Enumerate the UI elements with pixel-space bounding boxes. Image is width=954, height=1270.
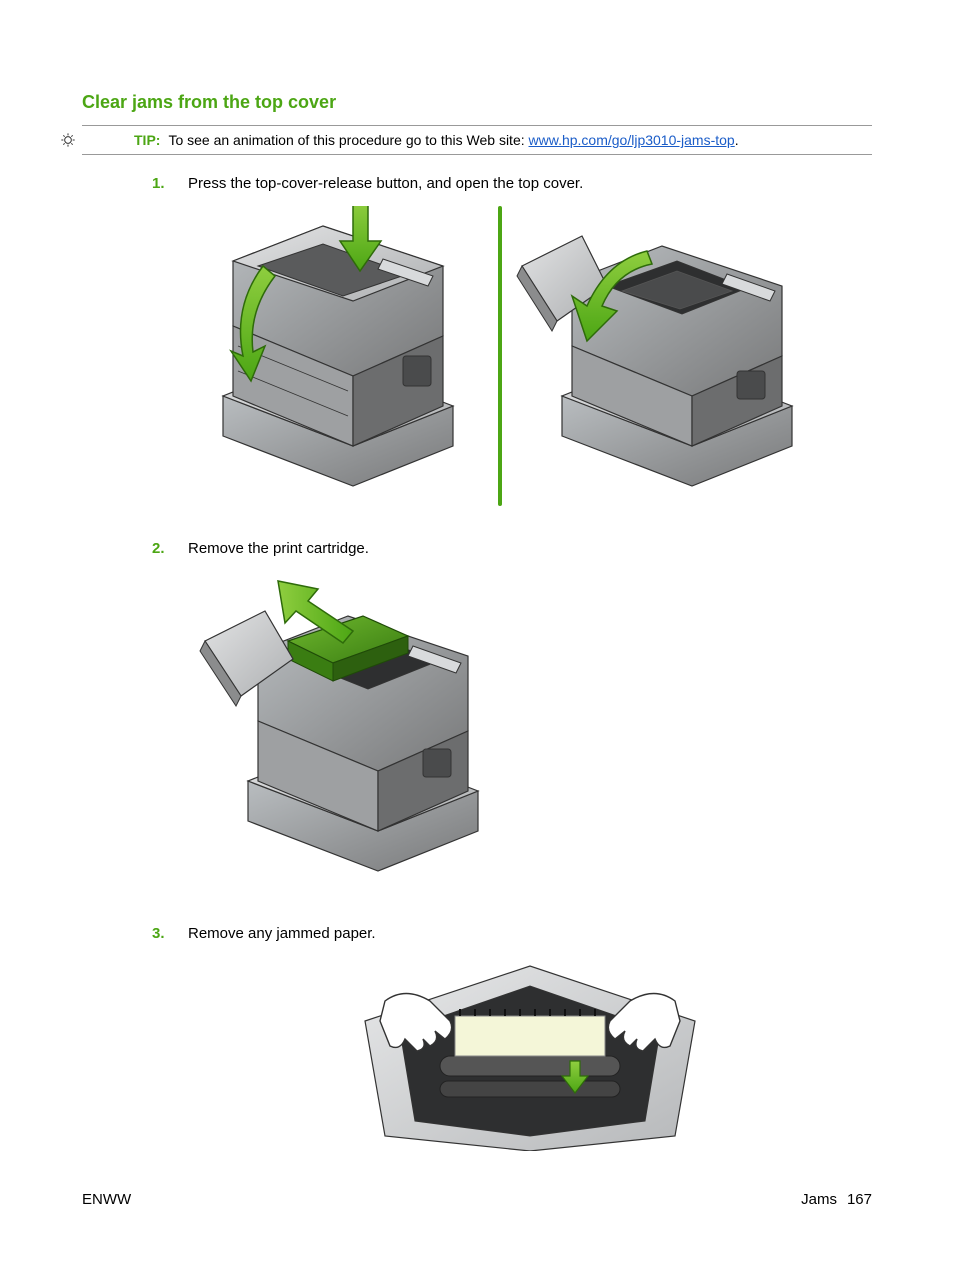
tip-bar: TIP: To see an animation of this procedu… [82, 125, 872, 155]
footer-section: Jams [801, 1191, 837, 1208]
step-3: 3. Remove any jammed paper. [152, 925, 872, 1180]
figure-printer-press-release [188, 206, 488, 506]
footer-page-number: 167 [847, 1191, 872, 1208]
step-3-number: 3. [152, 925, 170, 1180]
tip-text-tail: . [735, 132, 739, 148]
figure-printer-cover-open [512, 206, 812, 506]
step-3-text: Remove any jammed paper. [188, 925, 872, 942]
step-1-figures [188, 206, 872, 506]
step-2-text: Remove the print cartridge. [188, 540, 872, 557]
footer-left: ENWW [82, 1191, 131, 1208]
step-2-figures [188, 571, 872, 891]
step-1-text: Press the top-cover-release button, and … [188, 175, 872, 192]
section-title: Clear jams from the top cover [82, 92, 872, 113]
tip-text-prefix: To see an animation of this procedure go… [168, 132, 528, 148]
figure-remove-cartridge [188, 571, 508, 891]
figure-remove-paper [340, 956, 720, 1156]
step-1: 1. Press the top-cover-release button, a… [152, 175, 872, 530]
lightbulb-icon [60, 132, 76, 148]
step-3-figures [188, 956, 872, 1156]
tip-label: TIP: [134, 132, 160, 148]
tip-text: To see an animation of this procedure go… [168, 132, 738, 148]
figure-divider [498, 206, 502, 506]
page-footer: ENWW Jams 167 [82, 1191, 872, 1208]
step-1-number: 1. [152, 175, 170, 530]
step-2: 2. Remove the print cartridge. [152, 540, 872, 915]
step-2-number: 2. [152, 540, 170, 915]
tip-link[interactable]: www.hp.com/go/ljp3010-jams-top [529, 132, 735, 148]
